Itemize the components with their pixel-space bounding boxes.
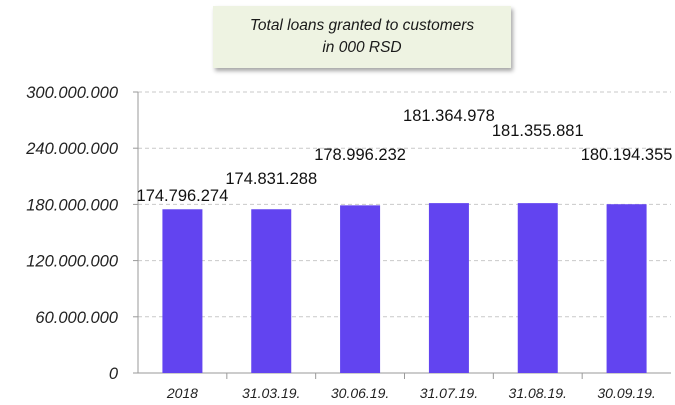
y-tick-label: 60.000.000: [35, 309, 118, 327]
data-label: 174.796.274: [137, 187, 229, 205]
x-tick-label: 2018: [166, 385, 198, 401]
y-tick-label: 120.000.000: [26, 253, 119, 271]
x-tick-label: 31.08.19.: [509, 385, 567, 401]
bar: [428, 203, 469, 373]
x-tick-label: 30.06.19.: [331, 385, 389, 401]
x-tick-label: 31.07.19.: [420, 385, 478, 401]
bar: [251, 209, 292, 373]
data-label: 181.355.881: [492, 122, 584, 140]
y-tick-label: 180.000.000: [26, 196, 119, 214]
chart-title-line-1: Total loans granted to customers: [249, 17, 475, 34]
chart-title-line-2: in 000 RSD: [322, 39, 402, 56]
y-tick-label: 0: [109, 365, 119, 383]
data-label: 174.831.288: [225, 170, 317, 188]
bar: [162, 209, 203, 373]
y-tick-label: 240.000.000: [25, 140, 119, 158]
data-label: 181.364.978: [403, 107, 495, 125]
x-tick-label: 30.09.19.: [597, 385, 655, 401]
bar: [517, 203, 558, 373]
x-tick-label: 31.03.19.: [242, 385, 300, 401]
bar: [606, 204, 647, 373]
y-tick-label: 300.000.000: [26, 84, 119, 102]
data-label: 178.996.232: [314, 146, 406, 164]
data-label: 180.194.355: [581, 146, 673, 164]
bar: [340, 205, 381, 373]
chart-title-box: Total loans granted to customers in 000 …: [213, 6, 511, 68]
